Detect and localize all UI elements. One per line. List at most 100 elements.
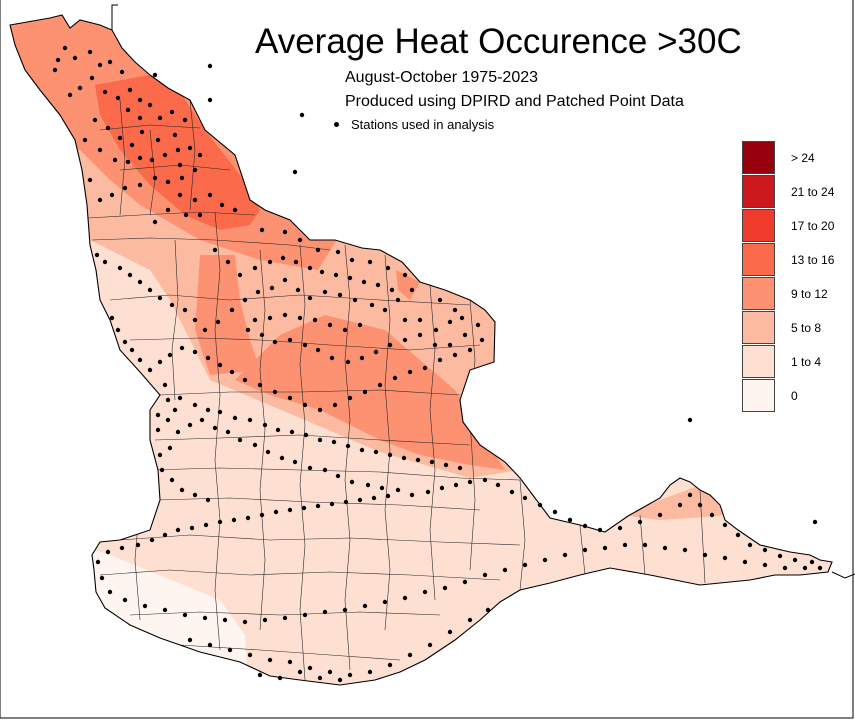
station-point: [522, 562, 528, 568]
station-point: [175, 429, 181, 435]
station-point: [102, 89, 108, 95]
station-point: [127, 87, 133, 93]
station-point: [453, 482, 459, 488]
station-point: [467, 479, 473, 485]
station-dot-icon: [334, 122, 339, 128]
station-point: [257, 382, 263, 388]
station-point: [347, 395, 353, 401]
station-points: [52, 45, 823, 683]
station-point: [62, 45, 68, 51]
legend-label: 0: [791, 389, 798, 403]
station-point: [443, 462, 449, 468]
station-point: [125, 107, 131, 113]
station-point: [422, 589, 428, 595]
station-point: [422, 365, 428, 371]
station-point: [409, 287, 415, 293]
station-point: [255, 289, 261, 295]
station-point: [147, 102, 153, 108]
station-point: [205, 355, 211, 361]
station-point: [687, 492, 693, 498]
station-point: [792, 557, 798, 563]
station-point: [362, 389, 368, 395]
station-point: [165, 207, 171, 213]
station-point: [349, 479, 355, 485]
southern-coast-line: [831, 571, 855, 579]
station-point: [87, 49, 93, 55]
station-point: [177, 192, 183, 198]
station-point: [169, 477, 175, 483]
station-point: [297, 237, 303, 243]
station-point: [299, 112, 305, 118]
legend-swatch: [742, 277, 775, 310]
boundary-line: [111, 4, 118, 30]
station-point: [227, 647, 233, 653]
station-point: [459, 315, 465, 321]
station-point: [302, 612, 308, 618]
station-point: [429, 459, 435, 465]
station-point: [415, 457, 421, 463]
station-point: [333, 272, 339, 278]
station-point: [187, 145, 193, 151]
station-point: [315, 503, 321, 509]
station-point: [237, 437, 243, 443]
station-point: [157, 115, 163, 121]
station-point: [172, 407, 178, 413]
station-point: [382, 307, 388, 313]
station-point: [175, 527, 181, 533]
station-point: [117, 135, 123, 141]
station-point: [377, 382, 383, 388]
station-point: [452, 307, 458, 313]
station-point: [225, 259, 231, 265]
station-point: [567, 517, 573, 523]
station-point: [762, 562, 768, 568]
stations-key-label: Stations used in analysis: [351, 117, 495, 132]
station-point: [407, 652, 413, 658]
station-point: [479, 337, 485, 343]
station-point: [162, 152, 168, 158]
station-point: [597, 527, 603, 533]
station-point: [402, 272, 408, 278]
station-point: [329, 501, 335, 507]
station-point: [129, 347, 135, 353]
station-point: [437, 297, 443, 303]
station-point: [197, 152, 203, 158]
station-point: [259, 512, 265, 518]
station-point: [329, 355, 335, 361]
station-point: [657, 512, 663, 518]
station-point: [192, 402, 198, 408]
station-point: [252, 442, 258, 448]
station-point: [395, 487, 401, 493]
station-point: [77, 85, 83, 91]
station-point: [169, 109, 175, 115]
station-point: [192, 197, 198, 203]
map-title: Average Heat Occurence >30C: [255, 22, 742, 61]
station-point: [345, 359, 351, 365]
station-point: [307, 295, 313, 301]
station-point: [217, 362, 223, 368]
station-point: [297, 669, 303, 675]
station-point: [317, 437, 323, 443]
station-point: [232, 207, 238, 213]
station-point: [352, 297, 358, 303]
coastline: [9, 14, 833, 686]
station-point: [137, 279, 143, 285]
station-point: [809, 559, 815, 565]
station-point: [87, 177, 93, 183]
station-point: [273, 509, 279, 515]
station-point: [182, 117, 188, 123]
station-point: [337, 677, 343, 683]
station-point: [322, 467, 328, 473]
station-point: [112, 157, 118, 163]
station-point: [709, 512, 715, 518]
station-point: [97, 147, 103, 153]
station-point: [177, 395, 183, 401]
station-point: [139, 129, 145, 135]
station-point: [307, 265, 313, 271]
station-point: [682, 547, 688, 553]
station-point: [747, 542, 753, 548]
station-point: [269, 285, 275, 291]
station-point: [379, 485, 385, 491]
station-point: [207, 192, 213, 198]
station-point: [542, 557, 548, 563]
station-point: [552, 509, 558, 515]
